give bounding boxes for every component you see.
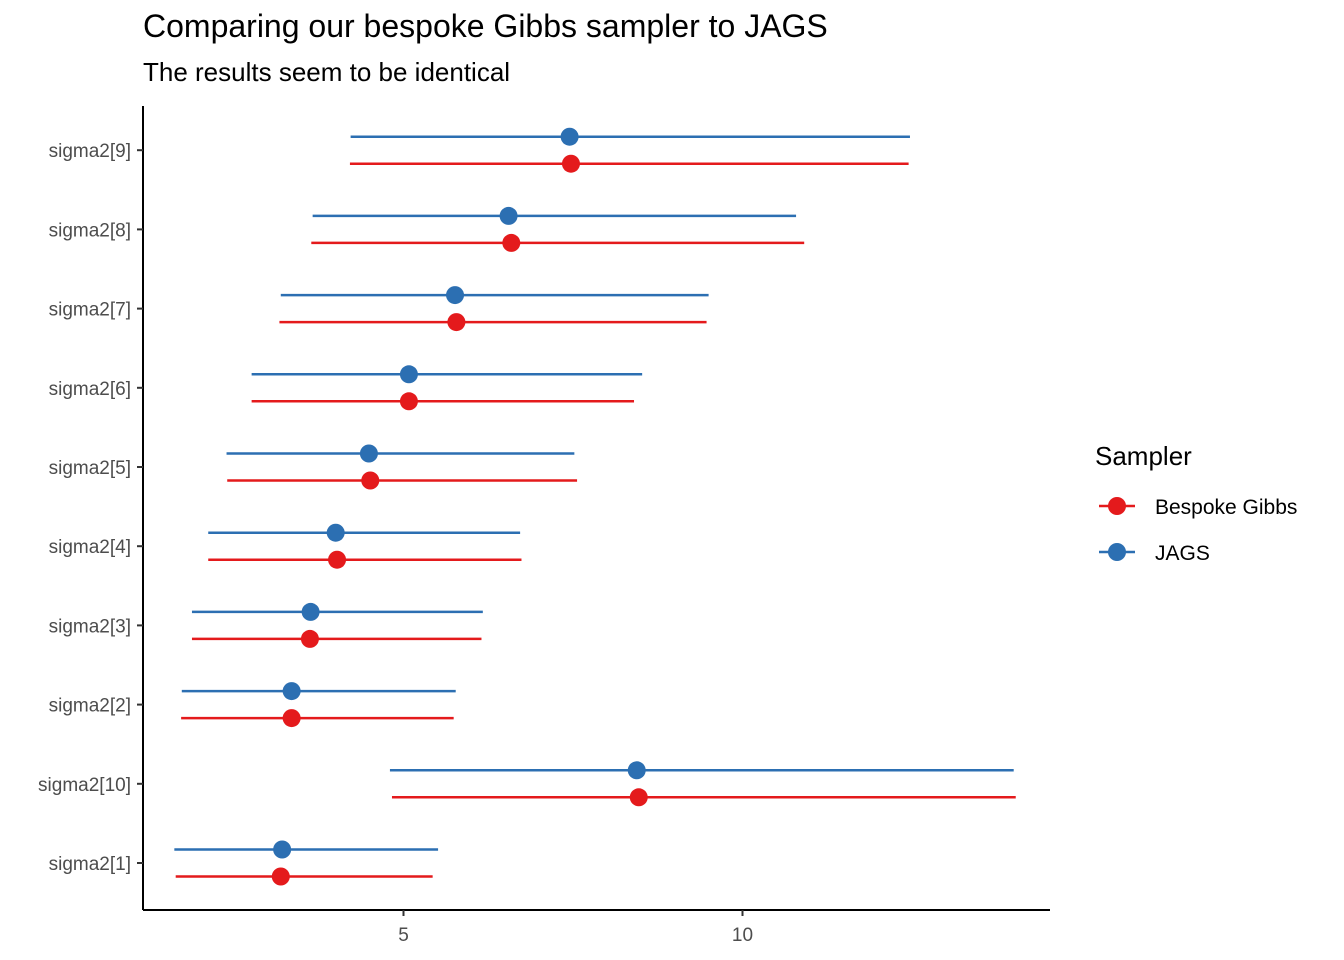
point-estimate: [282, 709, 301, 728]
legend-title: Sampler: [1095, 441, 1192, 471]
series-bespoke-gibbs: [175, 154, 1016, 886]
point-estimate: [273, 840, 292, 859]
legend: Sampler Bespoke Gibbs JAGS: [1095, 441, 1297, 565]
point-estimate: [328, 550, 347, 569]
legend-key-point: [1108, 543, 1126, 561]
chart-marks: [174, 127, 1016, 886]
point-estimate: [282, 682, 301, 701]
y-tick-label: sigma2[5]: [49, 458, 131, 479]
chart-subtitle: The results seem to be identical: [143, 57, 511, 87]
y-tick-label: sigma2[4]: [49, 537, 131, 558]
y-tick-label: sigma2[2]: [49, 696, 131, 717]
legend-item: Bespoke Gibbs: [1099, 496, 1297, 519]
point-estimate: [326, 523, 345, 542]
legend-item: JAGS: [1099, 542, 1210, 565]
y-tick-label: sigma2[6]: [49, 379, 131, 400]
chart-title: Comparing our bespoke Gibbs sampler to J…: [143, 8, 828, 44]
y-tick-label: sigma2[3]: [49, 616, 131, 637]
legend-label: Bespoke Gibbs: [1155, 496, 1297, 519]
point-estimate: [560, 127, 579, 146]
axes: sigma2[1] sigma2[10] sigma2[2] sigma2[3] sig…: [38, 106, 1050, 946]
point-estimate: [629, 788, 648, 807]
point-estimate: [502, 233, 521, 252]
point-estimate: [300, 629, 319, 648]
point-estimate: [561, 154, 580, 173]
point-estimate: [271, 867, 290, 886]
legend-label: JAGS: [1155, 542, 1210, 565]
point-estimate: [399, 365, 418, 384]
point-estimate: [359, 444, 378, 463]
point-estimate: [361, 471, 380, 490]
y-tick-label: sigma2[10]: [38, 775, 131, 796]
series-jags: [174, 127, 1014, 859]
y-tick-label: sigma2[9]: [49, 141, 131, 162]
y-tick-label: sigma2[1]: [49, 854, 131, 875]
y-tick-label: sigma2[8]: [49, 220, 131, 241]
x-tick-label: 10: [732, 925, 753, 946]
point-estimate: [447, 313, 466, 332]
x-tick-label: 5: [398, 925, 409, 946]
point-estimate: [301, 602, 320, 621]
y-tick-label: sigma2[7]: [49, 300, 131, 321]
point-estimate: [399, 392, 418, 411]
point-estimate: [627, 761, 646, 780]
legend-key-point: [1108, 497, 1126, 515]
point-estimate: [499, 206, 518, 225]
point-estimate: [446, 286, 465, 305]
